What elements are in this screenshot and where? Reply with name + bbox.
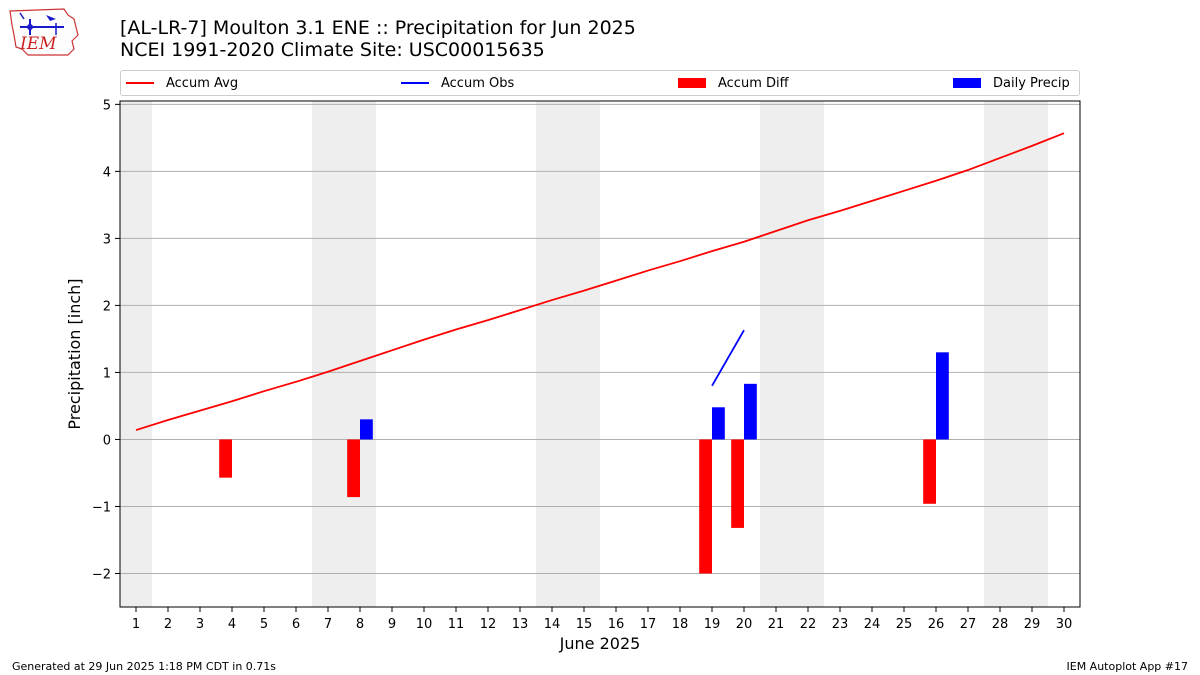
x-tick-label-16: 16 xyxy=(608,617,625,632)
x-tick-label-25: 25 xyxy=(896,617,913,632)
weekend-band-day-22 xyxy=(792,101,824,607)
x-tick-label-9: 9 xyxy=(388,617,396,632)
accum-diff-bar-day-19 xyxy=(699,439,712,574)
x-tick-label-12: 12 xyxy=(480,617,497,632)
y-tick-label-5: 5 xyxy=(103,98,111,113)
x-tick-label-24: 24 xyxy=(864,617,881,632)
x-tick-label-5: 5 xyxy=(260,617,268,632)
y-tick-label-0: 0 xyxy=(103,433,111,448)
legend-label-accum-obs: Accum Obs xyxy=(441,75,515,91)
bars-layer xyxy=(219,352,949,574)
x-tick-label-22: 22 xyxy=(800,617,817,632)
legend-label-accum-avg: Accum Avg xyxy=(166,75,239,91)
legend-swatch-daily-precip xyxy=(953,78,981,88)
plot-frame xyxy=(119,100,1081,608)
x-tick-label-29: 29 xyxy=(1024,617,1041,632)
legend-item-accum-diff: Accum Diff xyxy=(678,74,789,92)
accum-obs-line xyxy=(711,329,745,387)
x-tick-label-27: 27 xyxy=(960,617,977,632)
y-axis-ticks: −2 −1 0 1 2 3 4 5 xyxy=(92,98,120,582)
chart-legend: Accum Avg Accum Obs Accum Diff Daily Pre… xyxy=(120,70,1080,96)
weekend-bands xyxy=(120,101,1048,607)
logo-text: IEM xyxy=(20,34,57,54)
legend-label-accum-diff: Accum Diff xyxy=(718,75,789,91)
y-axis-label: Precipitation [inch] xyxy=(65,278,84,429)
y-tick-label-2: 2 xyxy=(103,299,111,314)
footer-generated-text: Generated at 29 Jun 2025 1:18 PM CDT in … xyxy=(12,660,277,673)
weekend-band-day-1 xyxy=(120,101,152,607)
legend-label-daily-precip: Daily Precip xyxy=(993,75,1070,91)
x-tick-label-26: 26 xyxy=(928,617,945,632)
legend-item-accum-avg: Accum Avg xyxy=(126,74,238,92)
accum-diff-bar-day-20 xyxy=(731,439,744,528)
legend-item-daily-precip: Daily Precip xyxy=(953,74,1070,92)
accum-diff-bar-day-26 xyxy=(923,439,936,504)
accum-avg-line xyxy=(135,132,1065,431)
x-tick-label-19: 19 xyxy=(704,617,721,632)
weekend-band-day-28 xyxy=(984,101,1016,607)
y-tick-label--2: −2 xyxy=(92,567,111,582)
x-tick-label-10: 10 xyxy=(416,617,433,632)
legend-item-accum-obs: Accum Obs xyxy=(401,74,514,92)
x-tick-label-7: 7 xyxy=(324,617,332,632)
legend-swatch-accum-obs xyxy=(401,82,429,84)
x-tick-label-20: 20 xyxy=(736,617,753,632)
weekend-band-day-29 xyxy=(1016,101,1048,607)
y-tick-label-1: 1 xyxy=(103,366,111,381)
weekend-band-day-21 xyxy=(760,101,792,607)
daily-precip-bar-day-19 xyxy=(712,407,725,440)
legend-swatch-accum-diff xyxy=(678,78,706,88)
daily-precip-bar-day-20 xyxy=(744,383,757,440)
iem-logo: IEM xyxy=(6,5,82,61)
x-tick-label-2: 2 xyxy=(164,617,172,632)
chart-title: [AL-LR-7] Moulton 3.1 ENE :: Precipitati… xyxy=(120,17,636,39)
y-gridlines xyxy=(120,103,1080,574)
accum-diff-bar-day-4 xyxy=(219,439,232,478)
x-axis-ticks: 1 2 3 4 5 6 7 8 9 10 11 12 13 14 15 16 17 18 19 20 21 22 23 24 2… xyxy=(132,607,1072,632)
x-tick-label-3: 3 xyxy=(196,617,204,632)
chart-subtitle: NCEI 1991-2020 Climate Site: USC00015635 xyxy=(120,39,545,61)
x-tick-label-14: 14 xyxy=(544,617,561,632)
x-tick-label-23: 23 xyxy=(832,617,849,632)
weekend-band-day-8 xyxy=(344,101,376,607)
x-tick-label-28: 28 xyxy=(992,617,1009,632)
y-tick-label-4: 4 xyxy=(103,165,111,180)
x-tick-label-18: 18 xyxy=(672,617,689,632)
y-tick-label-3: 3 xyxy=(103,232,111,247)
x-tick-label-1: 1 xyxy=(132,617,140,632)
x-axis-label: June 2025 xyxy=(559,634,641,653)
daily-precip-bar-day-8 xyxy=(360,419,373,440)
x-tick-label-4: 4 xyxy=(228,617,236,632)
x-tick-label-13: 13 xyxy=(512,617,529,632)
legend-swatch-accum-avg xyxy=(126,82,154,84)
weekend-band-day-15 xyxy=(568,101,600,607)
accum-diff-bar-day-8 xyxy=(347,439,360,498)
lines-layer xyxy=(135,132,1065,431)
footer-app-text: IEM Autoplot App #17 xyxy=(1066,660,1189,673)
weekend-band-day-7 xyxy=(312,101,344,607)
x-tick-label-15: 15 xyxy=(576,617,593,632)
y-tick-label--1: −1 xyxy=(92,500,111,515)
daily-precip-bar-day-26 xyxy=(936,352,949,440)
weekend-band-day-14 xyxy=(536,101,568,607)
x-tick-label-11: 11 xyxy=(448,617,465,632)
x-tick-label-8: 8 xyxy=(356,617,364,632)
x-tick-label-6: 6 xyxy=(292,617,300,632)
x-tick-label-30: 30 xyxy=(1056,617,1073,632)
x-tick-label-21: 21 xyxy=(768,617,785,632)
x-tick-label-17: 17 xyxy=(640,617,657,632)
